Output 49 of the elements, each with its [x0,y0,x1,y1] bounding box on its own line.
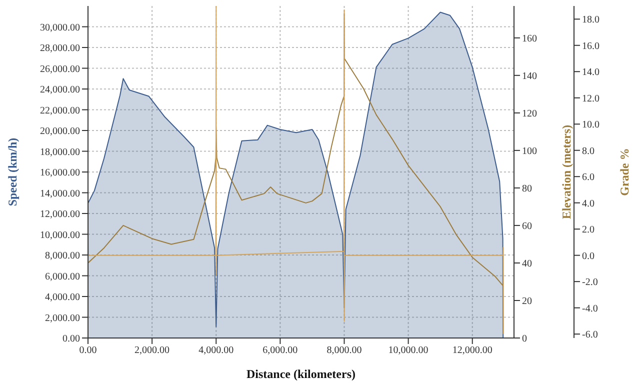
y3-tick-label: 2.0 [582,224,594,236]
y2-tick-label: 60 [522,221,532,232]
y2-tick-label: 40 [522,258,532,270]
x-tick-label: 0.00 [79,345,97,356]
y3-tick-label: -6.0 [582,330,598,341]
y-tick-label: 16,000.00 [40,168,80,179]
y3-tick-label: 6.0 [582,172,594,184]
y-tick-label: 0.00 [62,334,80,345]
y3-tick-label: 14.0 [582,67,600,78]
x-tick-label: 12,000.00 [452,345,492,356]
y2-tick-label: 0 [522,334,527,345]
y-tick-label: 26,000.00 [40,64,80,75]
y-tick-label: 2,000.00 [45,312,80,324]
y3-tick-label: 4.0 [582,198,594,210]
y2-axis-title: Elevation (meters) [559,124,574,220]
y-tick-label: 12,000.00 [40,209,80,220]
y2-tick-label: 160 [522,33,537,44]
y-tick-label: 6,000.00 [45,271,80,282]
x-tick-label: 4,000.00 [198,345,234,356]
x-axis-title: Distance (kilometers) [246,367,356,381]
y-tick-label: 18,000.00 [40,146,80,158]
y3-tick-label: -2.0 [582,277,598,288]
y3-tick-label: 0.0 [582,250,594,262]
y3-tick-label: 8.0 [582,146,594,157]
x-tick-label: 2,000.00 [134,345,170,356]
y2-tick-label: 20 [522,296,532,308]
y3-tick-label: 12.0 [582,93,600,104]
y-tick-label: 4,000.00 [45,292,80,304]
y-tick-label: 10,000.00 [40,230,80,241]
x-tick-label: 10,000.00 [388,345,428,356]
y3-axis-title: Grade % [617,148,632,196]
y-tick-label: 14,000.00 [40,188,80,200]
y-tick-label: 30,000.00 [40,22,80,34]
y2-tick-label: 120 [522,108,537,120]
y2-tick-label: 140 [522,70,537,82]
y-tick-label: 22,000.00 [40,105,80,116]
y-axis-title: Speed (km/h) [5,138,20,206]
x-tick-label: 8,000.00 [326,345,362,356]
y3-tick-label: -4.0 [582,303,598,314]
y-tick-label: 24,000.00 [40,84,80,96]
y3-tick-label: 10.0 [582,120,600,131]
y-tick-label: 20,000.00 [40,126,80,138]
y2-tick-label: 80 [522,183,532,194]
y3-tick-label: 16.0 [582,40,600,52]
y-tick-label: 28,000.00 [40,43,80,54]
y2-tick-label: 100 [522,146,537,157]
y3-tick-label: 18.0 [582,14,600,26]
x-tick-label: 6,000.00 [262,345,298,356]
y-tick-label: 8,000.00 [45,250,80,262]
